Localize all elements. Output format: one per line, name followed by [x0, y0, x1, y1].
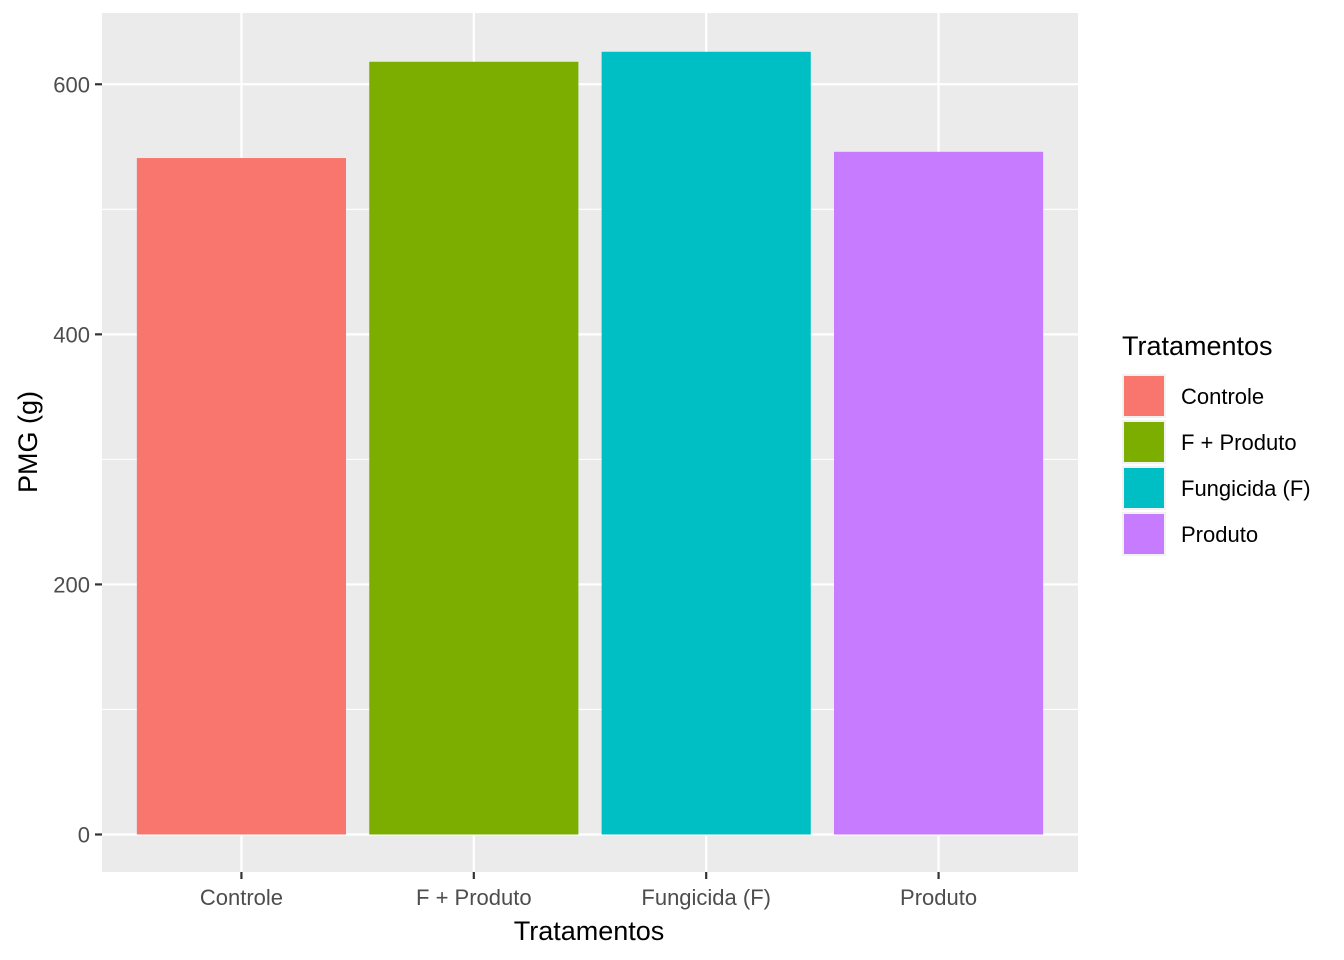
legend-key [1124, 376, 1164, 416]
bar [834, 151, 1044, 835]
x-tick-label: Fungicida (F) [641, 885, 771, 910]
x-tick-label: Controle [200, 885, 283, 910]
y-tick-label: 400 [53, 322, 90, 347]
bars [136, 51, 1044, 835]
x-axis-title: Tratamentos [514, 916, 665, 946]
legend-label: F + Produto [1181, 430, 1297, 455]
legend: Tratamentos Controle F + Produto Fungicida… [1122, 331, 1311, 556]
legend-label: Produto [1181, 522, 1258, 547]
legend-label: Controle [1181, 384, 1264, 409]
bar [369, 61, 579, 835]
legend-title: Tratamentos [1122, 331, 1273, 361]
x-tick-label: F + Produto [416, 885, 532, 910]
legend-key [1124, 514, 1164, 554]
legend-key [1124, 422, 1164, 462]
y-axis-title: PMG (g) [13, 391, 43, 493]
y-axis: 0 200 400 600 [53, 72, 102, 847]
bar [601, 51, 811, 835]
x-axis: Controle F + Produto Fungicida (F) Produto [200, 872, 977, 910]
legend-label: Fungicida (F) [1181, 476, 1311, 501]
y-tick-label: 600 [53, 72, 90, 97]
legend-items: Controle F + Produto Fungicida (F) Produto [1122, 374, 1311, 556]
legend-key [1124, 468, 1164, 508]
y-tick-label: 0 [78, 822, 90, 847]
bar [136, 158, 346, 835]
x-tick-label: Produto [900, 885, 977, 910]
y-tick-label: 200 [53, 572, 90, 597]
